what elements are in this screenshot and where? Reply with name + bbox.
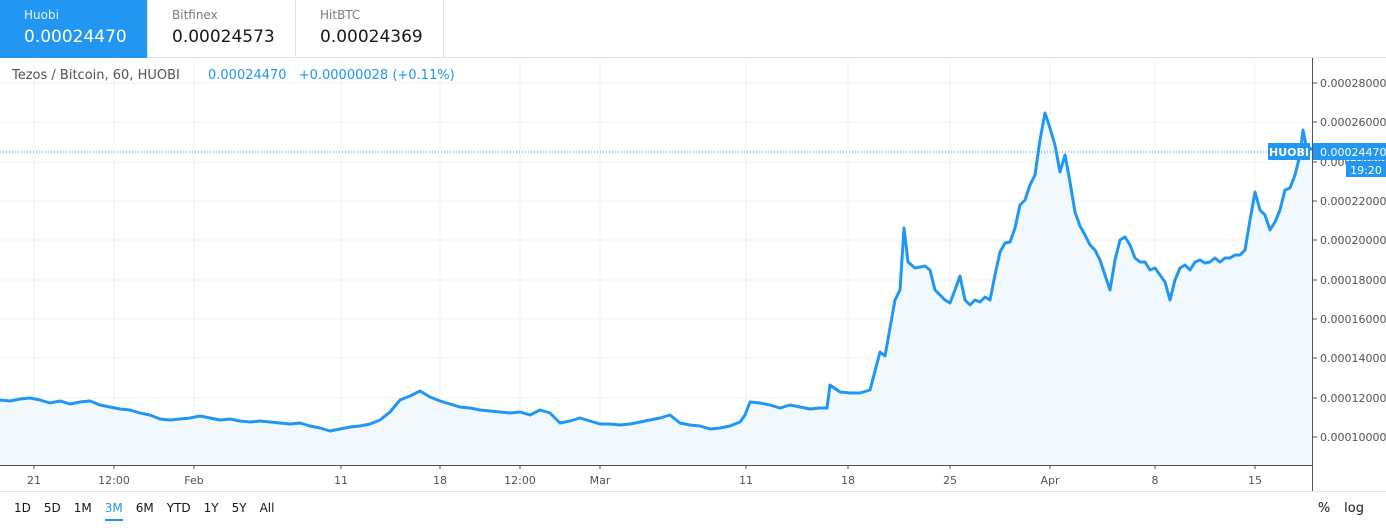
bar-countdown-label: 19:20	[1350, 164, 1382, 177]
range-5y[interactable]: 5Y	[231, 501, 247, 515]
time-tick: Mar	[590, 474, 611, 487]
price-tick: 0.00026000	[1320, 116, 1386, 129]
price-area-fill	[0, 113, 1312, 465]
exchange-tag-label: HUOBI	[1269, 146, 1309, 159]
tab-exchange-name: HitBTC	[320, 8, 361, 22]
price-tick: 0.00012000	[1320, 392, 1386, 405]
tab-exchange-price: 0.00024470	[24, 27, 127, 47]
scale-options: % log	[1318, 501, 1364, 516]
time-tick: 12:00	[98, 474, 130, 487]
log-scale-toggle[interactable]: log	[1344, 501, 1364, 516]
range-ytd[interactable]: YTD	[166, 501, 191, 515]
range-selector: 1D 5D 1M 3M 6M YTD 1Y 5Y All	[14, 501, 287, 521]
time-tick: 15	[1248, 474, 1262, 487]
tab-huobi[interactable]: Huobi 0.00024470	[0, 0, 148, 58]
price-line	[0, 111, 1314, 433]
time-tick: 25	[943, 474, 957, 487]
price-axis[interactable]: 0.00028000 0.00026000 0.00024000 0.00022…	[1312, 77, 1386, 444]
time-tick: 18	[841, 474, 855, 487]
price-tick: 0.00010000	[1320, 431, 1386, 444]
time-tick: 8	[1152, 474, 1159, 487]
time-tick: 12:00	[504, 474, 536, 487]
time-tick: 18	[433, 474, 447, 487]
time-tick: 11	[739, 474, 753, 487]
range-all[interactable]: All	[259, 501, 275, 515]
legend-change: +0.00000028 (+0.11%)	[298, 68, 455, 83]
last-price-tag: HUOBI 0.00024470 19:20	[1268, 143, 1386, 177]
price-tick: 0.00022000	[1320, 195, 1386, 208]
exchange-tabs: Huobi 0.00024470 Bitfinex 0.00024573 Hit…	[0, 0, 1386, 58]
price-chart[interactable]: 0.00028000 0.00026000 0.00024000 0.00022…	[0, 58, 1386, 494]
price-tick: 0.00018000	[1320, 274, 1386, 287]
range-1m[interactable]: 1M	[73, 501, 92, 515]
tab-exchange-name: Huobi	[24, 8, 59, 22]
time-tick: 21	[27, 474, 41, 487]
time-tick: Feb	[184, 474, 203, 487]
tab-bitfinex[interactable]: Bitfinex 0.00024573	[148, 0, 296, 58]
price-tick: 0.00016000	[1320, 313, 1386, 326]
symbol-title: Tezos / Bitcoin, 60, HUOBI	[12, 68, 180, 83]
price-tick: 0.00028000	[1320, 77, 1386, 90]
time-tick: 11	[334, 474, 348, 487]
range-1d[interactable]: 1D	[14, 501, 31, 515]
range-3m[interactable]: 3M	[104, 501, 123, 521]
percent-scale-toggle[interactable]: %	[1317, 501, 1331, 516]
tab-hitbtc[interactable]: HitBTC 0.00024369	[296, 0, 444, 58]
tab-exchange-name: Bitfinex	[172, 8, 218, 22]
last-price-label: 0.00024470	[1320, 146, 1386, 159]
time-tick: Apr	[1040, 474, 1060, 487]
chart-legend: Tezos / Bitcoin, 60, HUOBI 0.00024470 +0…	[12, 68, 455, 84]
time-axis[interactable]: 21 12:00 Feb 11 18 12:00 Mar 11 18 25 Ap…	[27, 465, 1262, 487]
tab-exchange-price: 0.00024369	[320, 27, 423, 47]
range-1y[interactable]: 1Y	[203, 501, 219, 515]
price-tick: 0.00020000	[1320, 234, 1386, 247]
price-tick: 0.00014000	[1320, 352, 1386, 365]
range-6m[interactable]: 6M	[135, 501, 154, 515]
legend-price: 0.00024470	[208, 68, 287, 83]
range-5d[interactable]: 5D	[43, 501, 61, 515]
tab-exchange-price: 0.00024573	[172, 27, 275, 47]
